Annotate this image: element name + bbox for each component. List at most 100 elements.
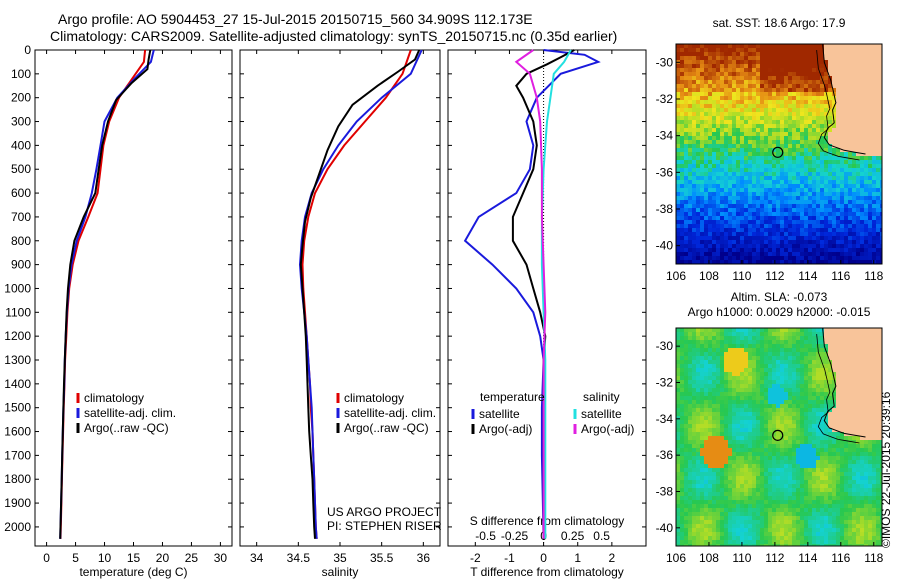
map-cell bbox=[736, 336, 740, 340]
map-cell bbox=[708, 208, 712, 212]
map-cell bbox=[704, 360, 708, 364]
map-cell bbox=[716, 432, 720, 436]
map-cell bbox=[752, 236, 756, 240]
map-cell bbox=[764, 248, 768, 252]
map-cell bbox=[764, 224, 768, 228]
map-cell bbox=[792, 240, 796, 244]
map-cell bbox=[684, 404, 688, 408]
map-cell bbox=[676, 444, 680, 448]
map-cell bbox=[856, 96, 860, 100]
map-cell bbox=[732, 204, 736, 208]
map-cell bbox=[712, 140, 716, 144]
map-cell bbox=[784, 188, 788, 192]
map-cell bbox=[796, 188, 800, 192]
map-cell bbox=[868, 384, 872, 388]
map-cell bbox=[804, 52, 808, 56]
map-cell bbox=[872, 428, 876, 432]
map-cell bbox=[752, 260, 756, 264]
map-cell bbox=[776, 360, 780, 364]
map-cell bbox=[856, 72, 860, 76]
map-cell bbox=[788, 252, 792, 256]
x-axis-label: temperature (deg C) bbox=[79, 565, 187, 579]
map-cell bbox=[876, 76, 880, 80]
map-cell bbox=[720, 456, 724, 460]
map-cell bbox=[712, 96, 716, 100]
map-cell bbox=[820, 172, 824, 176]
map-cell bbox=[700, 240, 704, 244]
map-cell bbox=[708, 80, 712, 84]
map-cell bbox=[852, 328, 856, 332]
map-cell bbox=[832, 44, 836, 48]
map-cell bbox=[840, 92, 844, 96]
map-cell bbox=[756, 456, 760, 460]
map-cell bbox=[796, 428, 800, 432]
map-cell bbox=[712, 424, 716, 428]
map-cell bbox=[796, 380, 800, 384]
map-cell bbox=[864, 160, 868, 164]
map-cell bbox=[828, 148, 832, 152]
map-cell bbox=[828, 260, 832, 264]
map-cell bbox=[704, 380, 708, 384]
map-cell bbox=[844, 348, 848, 352]
map-cell bbox=[812, 152, 816, 156]
x-tick-label: 0 bbox=[540, 551, 547, 565]
map-cell bbox=[760, 400, 764, 404]
map-cell bbox=[820, 396, 824, 400]
map-cell bbox=[780, 60, 784, 64]
map-cell bbox=[780, 192, 784, 196]
map-cell bbox=[768, 164, 772, 168]
map-cell bbox=[864, 432, 868, 436]
y-tick-label: 1600 bbox=[4, 425, 31, 439]
map-cell bbox=[788, 356, 792, 360]
map-cell bbox=[880, 60, 882, 64]
map-cell bbox=[732, 136, 736, 140]
map-cell bbox=[844, 88, 848, 92]
map-cell bbox=[676, 412, 680, 416]
map-cell bbox=[848, 68, 852, 72]
map-cell bbox=[748, 112, 752, 116]
map-cell bbox=[716, 60, 720, 64]
map-cell bbox=[720, 168, 724, 172]
map-cell bbox=[800, 424, 804, 428]
map-cell bbox=[816, 432, 820, 436]
map-cell bbox=[868, 60, 872, 64]
map-cell bbox=[764, 196, 768, 200]
map-cell bbox=[812, 432, 816, 436]
map-cell bbox=[880, 408, 882, 412]
map-cell bbox=[764, 168, 768, 172]
sla-map-title-line1: Altim. SLA: -0.073 bbox=[730, 290, 828, 304]
map-cell bbox=[692, 252, 696, 256]
map-cell bbox=[688, 56, 692, 60]
map-cell bbox=[764, 392, 768, 396]
map-cell bbox=[688, 436, 692, 440]
map-cell bbox=[880, 164, 882, 168]
map-cell bbox=[744, 148, 748, 152]
map-cell bbox=[696, 388, 700, 392]
map-cell bbox=[796, 384, 800, 388]
map-cell bbox=[696, 404, 700, 408]
map-cell bbox=[768, 452, 772, 456]
map-cell bbox=[816, 176, 820, 180]
map-cell bbox=[776, 172, 780, 176]
map-cell bbox=[792, 168, 796, 172]
map-cell bbox=[820, 436, 824, 440]
map-cell bbox=[744, 176, 748, 180]
map-cell bbox=[848, 124, 852, 128]
map-cell bbox=[856, 424, 860, 428]
map-cell bbox=[748, 144, 752, 148]
map-cell bbox=[800, 152, 804, 156]
map-cell bbox=[720, 444, 724, 448]
map-cell bbox=[748, 228, 752, 232]
map-cell bbox=[876, 388, 880, 392]
map-cell bbox=[716, 420, 720, 424]
map-cell bbox=[876, 444, 880, 448]
map-cell bbox=[820, 168, 824, 172]
map-cell bbox=[720, 136, 724, 140]
map-cell bbox=[728, 180, 732, 184]
map-cell bbox=[756, 112, 760, 116]
map-cell bbox=[676, 336, 680, 340]
map-cell bbox=[680, 332, 684, 336]
map-cell bbox=[844, 452, 848, 456]
map-cell bbox=[820, 208, 824, 212]
map-cell bbox=[820, 376, 824, 380]
